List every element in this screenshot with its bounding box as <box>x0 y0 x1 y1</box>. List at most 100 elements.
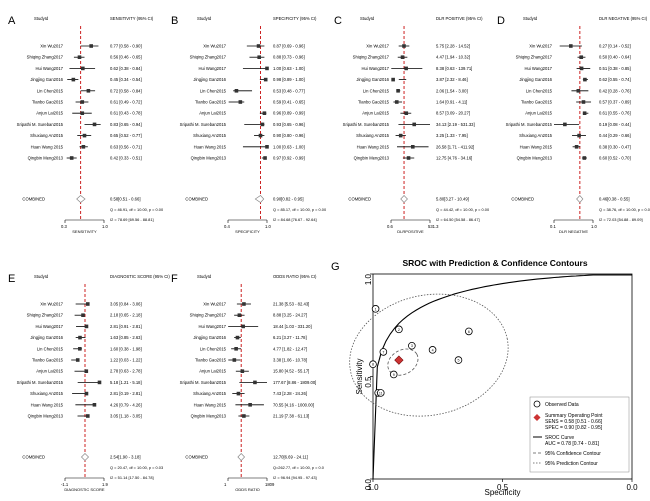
study-label: Shuxiang An2015 <box>30 391 64 396</box>
point-estimate <box>234 89 239 93</box>
study-point-number: 8 <box>372 363 374 367</box>
combined-label: COMBINED <box>511 197 534 202</box>
study-label: Jingjing Gan2016 <box>30 335 63 340</box>
point-estimate <box>80 100 85 104</box>
point-estimate <box>89 44 93 48</box>
study-point-number: 5 <box>457 359 459 363</box>
study-label: Lin Chen2015 <box>363 88 390 93</box>
ci-value-label: 1.63 [0.85 - 2.63] <box>110 335 142 340</box>
study-label: Shiqing Zhang2017 <box>516 55 553 60</box>
x-tick-label-max: 1.0 <box>102 224 108 229</box>
study-point <box>379 348 388 356</box>
ci-value-label: 0.62 [0.55 - 0.74] <box>599 77 631 82</box>
ci-value-label: 2.81 [0.91 - 2.81] <box>110 324 142 329</box>
point-estimate <box>80 111 85 115</box>
study-point-number: 6 <box>468 330 470 334</box>
heterogeneity-i2: I2 = 72.03 [54.88 - 89.09] <box>599 217 643 222</box>
point-estimate <box>81 313 85 317</box>
point-estimate <box>71 77 76 82</box>
study-point <box>428 346 437 354</box>
point-estimate <box>410 145 415 149</box>
heterogeneity-i2: I2 = 78.69 [69.56 - 88.81] <box>110 217 154 222</box>
point-estimate <box>583 77 587 82</box>
header-measure: DIAGNOSTIC SCORE (95% CI) <box>110 274 170 279</box>
ci-value-label: 0.63 [0.56 - 0.71] <box>110 144 142 149</box>
ci-value-label: 3.87 [2.32 - 8.46] <box>436 77 468 82</box>
legend-conf: 95% Confidence Contour <box>545 451 601 457</box>
study-point <box>454 356 463 364</box>
point-estimate <box>576 89 581 93</box>
y-tick-label: 1.0 <box>364 273 373 285</box>
point-estimate <box>84 369 89 373</box>
study-label: Sripathi M. Sureban2015 <box>506 122 553 127</box>
ci-value-label: 2.06 [1.54 - 3.00] <box>436 88 468 93</box>
study-label: Shuxiang An2015 <box>519 133 553 138</box>
ci-value-label: 7.43 [2.28 - 24.26] <box>273 391 307 396</box>
ci-value-label: 177.67 [8.86 - 1809.00] <box>273 380 316 385</box>
study-label: Jingjing Gan2016 <box>356 77 389 82</box>
legend-box <box>529 396 630 473</box>
point-estimate <box>257 55 261 59</box>
ci-value-label: 26.58 [1.71 - 411.92] <box>436 144 474 149</box>
point-estimate <box>402 44 406 48</box>
combined-label: COMBINED <box>22 455 45 460</box>
study-label: Sripathi M. Sureban2015 <box>17 122 64 127</box>
x-tick-label-max: 1809 <box>265 482 275 487</box>
ci-value-label: 0.96 [0.89 - 0.99] <box>273 111 305 116</box>
ci-value-label: 15.80 [4.52 - 55.17] <box>273 369 309 374</box>
point-estimate <box>581 100 586 104</box>
point-estimate <box>582 156 587 160</box>
ci-value-label: 0.72 [0.58 - 0.84] <box>110 88 142 93</box>
ci-value-label: 18.44 [1.03 - 331.20] <box>273 324 312 329</box>
ci-value-label: 0.65 [0.52 - 0.77] <box>110 133 142 138</box>
point-estimate <box>75 358 80 362</box>
ci-value-label: 0.83 [0.65 - 0.94] <box>110 122 142 127</box>
point-estimate <box>563 122 567 127</box>
study-label: Hui Wang2017 <box>524 66 552 71</box>
study-point <box>376 389 385 397</box>
heterogeneity-q: Q = 85.17, df = 10.00, p = 0.00 <box>273 207 327 212</box>
study-label: Jingjing Gan2016 <box>193 77 226 82</box>
legend-curve-auc: AUC = 0.78 [0.74 - 0.81] <box>545 441 600 447</box>
point-estimate <box>263 77 268 82</box>
legend-observed-symbol <box>533 400 541 408</box>
point-estimate <box>84 391 89 396</box>
study-point <box>465 327 473 336</box>
ci-value-label: 0.93 [0.65 - 0.96] <box>273 122 305 127</box>
study-label: Hui Wang2017 <box>35 66 63 71</box>
point-estimate <box>579 55 584 59</box>
y-axis-label: Sensitivity <box>355 358 364 394</box>
point-estimate <box>400 55 405 59</box>
x-tick-label-max: 1.0 <box>591 224 597 229</box>
ci-value-label: 0.57 [0.37 - 0.89] <box>599 100 631 105</box>
forest-panel-c: C StudyId DLR POSITIVE (95% CI) 0.6 531.3 DLR… <box>334 15 490 234</box>
combined-value-label: 0.90[0.82 - 0.95] <box>273 197 304 202</box>
point-estimate <box>240 369 245 373</box>
ci-value-label: 0.61 [0.55 - 0.76] <box>599 111 631 116</box>
study-label: Anjun Lai2015 <box>199 111 226 116</box>
panel-letter: D <box>497 15 505 27</box>
sroc-title: SROC with Prediction & Confidence Contou… <box>402 258 587 268</box>
ci-value-label: 0.51 [0.38 - 0.85] <box>599 66 631 71</box>
study-label: Tianbo Gao2015 <box>358 100 390 105</box>
ci-value-label: 4.26 [0.79 - 4.26] <box>110 402 142 407</box>
y-tick-label: 0.0 <box>364 478 373 490</box>
study-point <box>371 305 380 313</box>
x-tick-label-min: -1.1 <box>61 482 69 487</box>
legend-curve: SROC Curve <box>545 435 574 441</box>
ci-value-label: 4.47 [1.94 - 10.32] <box>436 55 470 60</box>
ci-value-label: 34.13 [2.19 - 531.33] <box>436 122 475 127</box>
x-tick-label: 1.0 <box>367 483 379 492</box>
header-studyid: StudyId <box>523 16 538 21</box>
study-point <box>369 360 377 369</box>
point-estimate <box>256 44 261 48</box>
point-estimate <box>248 403 252 407</box>
point-estimate <box>86 89 91 93</box>
x-axis-label: DLR NEGATIVE <box>559 229 588 234</box>
ci-value-label: 0.77 [0.58 - 0.90] <box>110 44 142 49</box>
ci-value-label: 0.59 [0.41 - 0.65] <box>273 100 305 105</box>
study-label: Lin Chen2015 <box>37 88 64 93</box>
panel-letter: A <box>8 15 16 27</box>
study-label: Shuxiang An2015 <box>30 133 64 138</box>
study-label: Anjun Lai2015 <box>36 369 63 374</box>
